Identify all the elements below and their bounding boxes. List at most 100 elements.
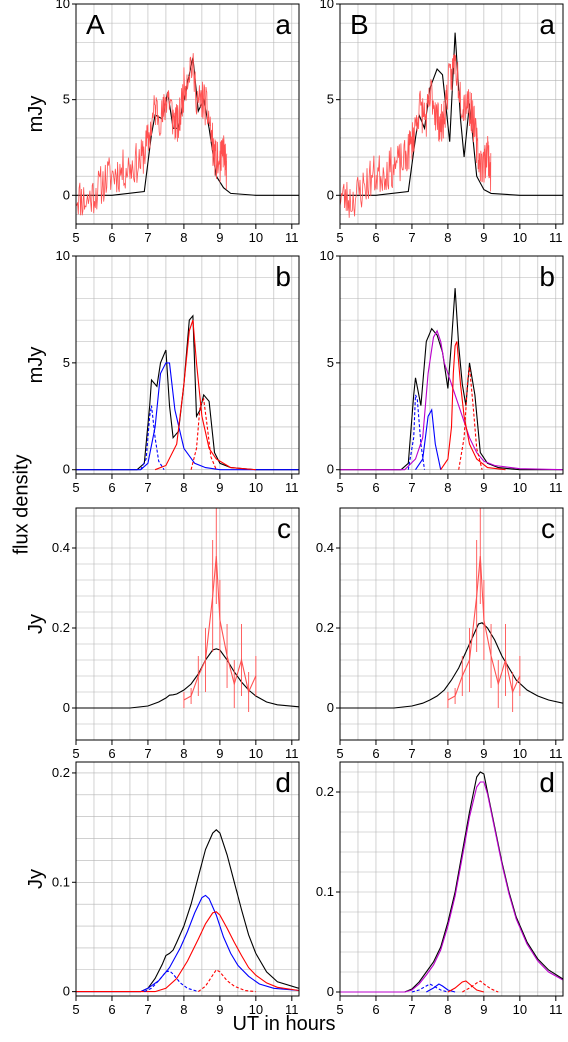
panel-letter: b (275, 261, 291, 292)
x-tick-label: 8 (444, 1002, 451, 1017)
x-tick-label: 11 (285, 480, 299, 495)
plot-frame (75, 255, 300, 475)
plot-frame (75, 761, 300, 997)
x-tick-label: 8 (444, 480, 451, 495)
y-axis: 0 0.1 0.2 (316, 784, 340, 999)
y-tick-label: 0 (63, 984, 70, 999)
column-letter: A (86, 9, 105, 40)
x-tick-label: 5 (336, 746, 343, 761)
x-tick-label: 6 (108, 1002, 115, 1017)
x-tick-label: 9 (216, 480, 223, 495)
x-tick-label: 10 (513, 230, 527, 245)
series-0-black-line (340, 288, 563, 471)
series-5-red-dashed (458, 367, 483, 470)
grid-lines (340, 4, 563, 224)
x-tick-label: 7 (408, 480, 415, 495)
column-letter: B (350, 9, 369, 40)
x-tick-label: 11 (285, 746, 299, 761)
series-0-black-line (340, 622, 563, 709)
x-axis: 5 6 7 8 9 10 11 (72, 224, 299, 245)
plot-background (76, 508, 299, 740)
x-tick-label: 7 (144, 1002, 151, 1017)
y-tick-label: 5 (327, 92, 334, 107)
x-tick-label: 10 (249, 230, 263, 245)
y-tick-label: 0 (327, 187, 334, 202)
series-2-blue-dashed (140, 405, 165, 470)
x-tick-label: 10 (513, 1002, 527, 1017)
series-3-red-line (154, 319, 256, 471)
y-axis-label: Jy (25, 869, 47, 889)
x-tick-label: 6 (108, 480, 115, 495)
y-axis: 0 5 10 (320, 248, 340, 477)
x-tick-label: 11 (549, 746, 563, 761)
x-tick-label: 7 (408, 230, 415, 245)
x-tick-label: 5 (72, 1002, 79, 1017)
panel-letter: a (275, 9, 291, 40)
plot-background (76, 762, 299, 996)
series-1-data_red-line (183, 555, 257, 701)
x-tick-label: 11 (285, 1002, 299, 1017)
series-3-blue-dashed (144, 970, 199, 993)
series-group (76, 314, 299, 471)
global-x-axis-label: UT in hours (232, 1013, 336, 1035)
series-0-black-line (340, 32, 563, 196)
panel-B-a: 5 6 7 8 9 10 11 0 5 10 a B (320, 0, 564, 245)
plot-background (76, 256, 299, 474)
x-tick-label: 8 (444, 746, 451, 761)
y-axis: 0 0.2 0.4 (52, 540, 76, 715)
series-group (340, 508, 563, 712)
y-tick-label: 0.2 (316, 620, 334, 635)
x-tick-label: 9 (216, 746, 223, 761)
series-group (340, 288, 563, 471)
grid-lines (76, 762, 299, 996)
plot-background (76, 4, 299, 224)
x-tick-label: 6 (108, 230, 115, 245)
plot-frame (339, 761, 564, 997)
x-tick-label: 9 (216, 1002, 223, 1017)
y-tick-label: 0.1 (316, 884, 334, 899)
series-1-blue-line (76, 362, 299, 471)
y-axis-label: mJy (25, 96, 47, 133)
y-axis: 0 5 10 (56, 0, 76, 202)
x-tick-label: 6 (372, 746, 379, 761)
series-group (340, 771, 563, 993)
series-1-blue-line (76, 894, 299, 993)
x-tick-label: 10 (249, 1002, 263, 1017)
y-tick-label: 10 (320, 248, 334, 263)
panel-letter: a (539, 9, 555, 40)
series-0-black-line (76, 829, 299, 993)
y-tick-label: 5 (63, 92, 70, 107)
y-tick-label: 0.4 (316, 540, 334, 555)
y-axis: 0 0.2 0.4 (316, 540, 340, 715)
x-tick-label: 8 (180, 480, 187, 495)
y-tick-label: 0.4 (52, 540, 70, 555)
series-1-data_red-line (447, 555, 521, 701)
x-axis: 5 6 7 8 9 10 11 (72, 996, 299, 1017)
global-y-axis-label: flux density (10, 454, 33, 555)
series-4-red-line (440, 341, 506, 471)
y-tick-label: 0.2 (52, 765, 70, 780)
x-tick-label: 5 (72, 746, 79, 761)
y-axis: 0 0.1 0.2 (52, 765, 76, 999)
y-tick-label: 5 (63, 355, 70, 370)
x-tick-label: 8 (180, 1002, 187, 1017)
plot-background (340, 762, 563, 996)
x-axis: 5 6 7 8 9 10 11 (336, 996, 563, 1017)
x-tick-label: 8 (180, 230, 187, 245)
x-axis: 5 6 7 8 9 10 11 (336, 224, 563, 245)
grid-lines (76, 508, 299, 740)
x-tick-label: 11 (549, 1002, 563, 1017)
x-tick-label: 9 (480, 480, 487, 495)
series-4-red-line (447, 980, 485, 993)
series-2-blue-dashed (407, 394, 426, 470)
panel-letter: c (541, 513, 555, 544)
plot-frame (339, 507, 564, 741)
y-tick-label: 0 (327, 462, 334, 477)
series-1-data_red-data (76, 53, 228, 216)
x-axis: 5 6 7 8 9 10 11 (336, 740, 563, 761)
y-tick-label: 0.1 (52, 874, 70, 889)
x-tick-label: 7 (408, 1002, 415, 1017)
panel-B-d: 5 6 7 8 9 10 11 0 0.1 0.2 d (316, 761, 564, 1017)
